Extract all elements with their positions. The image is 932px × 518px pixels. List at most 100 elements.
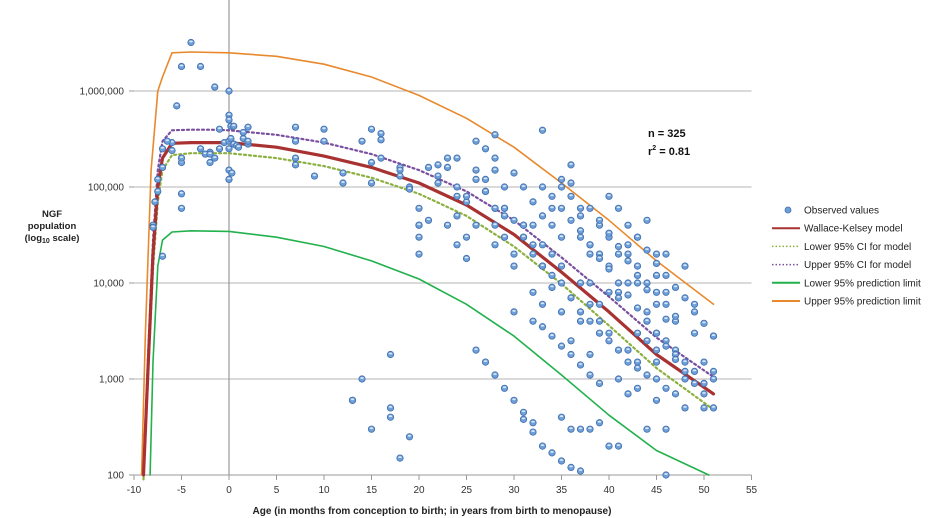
observed-point-highlight — [230, 171, 234, 173]
observed-point-highlight — [664, 302, 668, 305]
observed-point-highlight — [645, 281, 649, 283]
observed-point — [605, 329, 613, 337]
observed-point — [586, 250, 594, 258]
observed-point — [472, 137, 480, 145]
observed-point-highlight — [559, 206, 564, 209]
observed-point — [662, 300, 670, 308]
observed-point-highlight — [208, 152, 212, 155]
observed-point — [633, 358, 642, 366]
observed-point-highlight — [208, 160, 212, 163]
observed-point — [652, 396, 661, 404]
observed-point-highlight — [664, 273, 668, 276]
legend: Observed values Wallace-Kelsey model Lower… — [772, 206, 921, 308]
observed-point-highlight — [512, 264, 516, 266]
x-tick-label: 50 — [698, 485, 710, 496]
observed-point-highlight — [578, 469, 583, 471]
observed-point-highlight — [673, 352, 678, 355]
observed-point — [662, 425, 670, 433]
observed-point — [633, 364, 642, 372]
observed-point — [453, 241, 461, 249]
observed-point-highlight — [369, 127, 374, 130]
observed-point-highlight — [597, 331, 602, 334]
observed-point-highlight — [607, 338, 611, 341]
observed-point-highlight — [502, 235, 507, 238]
observed-point-highlight — [502, 213, 507, 216]
observed-point — [405, 185, 414, 193]
observed-point-highlight — [664, 473, 668, 475]
observed-point-highlight — [588, 206, 592, 209]
observed-point — [206, 158, 214, 167]
observed-point — [154, 175, 162, 183]
observed-point — [557, 233, 566, 241]
observed-point-highlight — [483, 189, 488, 192]
observed-point-highlight — [616, 290, 621, 293]
observed-point-highlight — [645, 373, 649, 375]
observed-point-highlight — [293, 125, 298, 128]
observed-point — [576, 361, 585, 369]
observed-point-highlight — [616, 206, 621, 209]
observed-point — [453, 183, 461, 191]
observed-point — [291, 137, 300, 145]
observed-point-highlight — [635, 386, 640, 389]
observed-point-highlight — [241, 130, 246, 133]
observed-point — [576, 233, 585, 241]
observed-point-highlight — [626, 360, 630, 362]
observed-point — [586, 425, 594, 433]
observed-point-highlight — [635, 235, 640, 238]
observed-point — [348, 396, 357, 404]
observed-point — [643, 286, 651, 294]
observed-point — [614, 346, 623, 354]
observed-point-highlight — [483, 146, 488, 149]
x-tick-label: 15 — [366, 485, 378, 496]
observed-point-highlight — [179, 64, 184, 67]
observed-point-highlight — [692, 369, 697, 372]
observed-point — [310, 172, 319, 180]
series-upper-95-prediction-limit — [140, 51, 715, 476]
observed-point-highlight — [578, 363, 583, 365]
observed-point-highlight — [588, 302, 592, 305]
observed-point — [681, 358, 689, 366]
observed-point-highlight — [654, 377, 659, 379]
observed-point — [291, 123, 300, 131]
observed-point-highlight — [241, 136, 246, 139]
y-axis-label-line-1: NGF — [42, 209, 62, 220]
observed-point-highlight — [360, 139, 364, 142]
observed-point-highlight — [521, 185, 526, 187]
observed-point-highlight — [379, 137, 383, 140]
observed-point-highlight — [417, 252, 421, 255]
observed-point-highlight — [155, 189, 160, 192]
observed-point-highlight — [550, 252, 554, 255]
observed-point-highlight — [635, 264, 640, 266]
observed-point-highlight — [151, 225, 155, 228]
observed-point-highlight — [597, 218, 602, 221]
observed-point — [652, 329, 661, 337]
observed-point — [643, 425, 651, 433]
observed-point-highlight — [588, 319, 592, 322]
observed-point — [367, 125, 376, 133]
observed-point — [662, 471, 670, 479]
observed-point — [510, 216, 518, 224]
observed-point-highlight — [664, 317, 668, 320]
observed-point-highlight — [493, 156, 497, 159]
observed-point — [671, 390, 680, 398]
observed-point-highlight — [464, 235, 469, 238]
observed-point-highlight — [293, 139, 298, 142]
observed-point — [624, 358, 632, 366]
observed-point — [595, 329, 604, 337]
observed-point — [177, 190, 186, 198]
observed-point-highlight — [388, 352, 393, 355]
observed-point-highlight — [550, 273, 554, 276]
observed-point-highlight — [483, 177, 488, 180]
observed-point-highlight — [293, 156, 298, 159]
observed-point-highlight — [645, 218, 649, 221]
x-tick-label: 0 — [226, 485, 232, 496]
observed-point — [586, 204, 594, 212]
observed-point-highlight — [578, 228, 583, 231]
observed-point — [211, 83, 219, 91]
observed-point — [624, 291, 632, 299]
observed-point-highlight — [521, 223, 526, 226]
observed-point — [576, 425, 585, 433]
observed-point — [529, 317, 537, 325]
observed-point-highlight — [179, 156, 184, 159]
